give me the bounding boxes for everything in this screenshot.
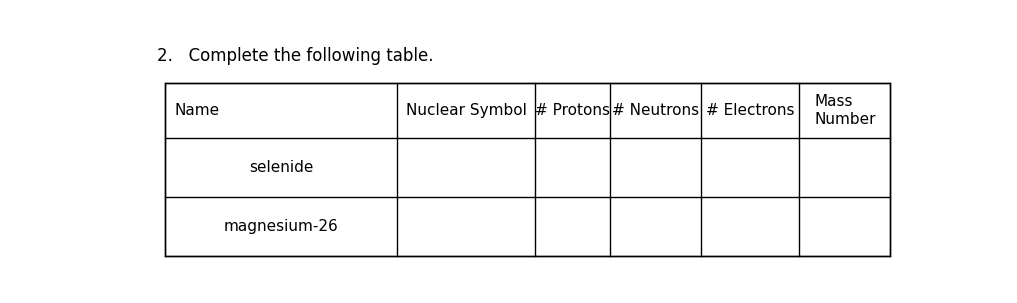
Text: magnesium-26: magnesium-26 <box>224 219 339 234</box>
FancyBboxPatch shape <box>165 83 890 256</box>
Text: Name: Name <box>175 103 220 118</box>
Text: 2.   Complete the following table.: 2. Complete the following table. <box>157 47 433 65</box>
Text: Mass
Number: Mass Number <box>814 95 876 127</box>
Text: selenide: selenide <box>249 160 313 175</box>
Text: Nuclear Symbol: Nuclear Symbol <box>406 103 527 118</box>
Text: # Neutrons: # Neutrons <box>612 103 699 118</box>
Text: # Protons: # Protons <box>535 103 610 118</box>
Text: # Electrons: # Electrons <box>706 103 794 118</box>
